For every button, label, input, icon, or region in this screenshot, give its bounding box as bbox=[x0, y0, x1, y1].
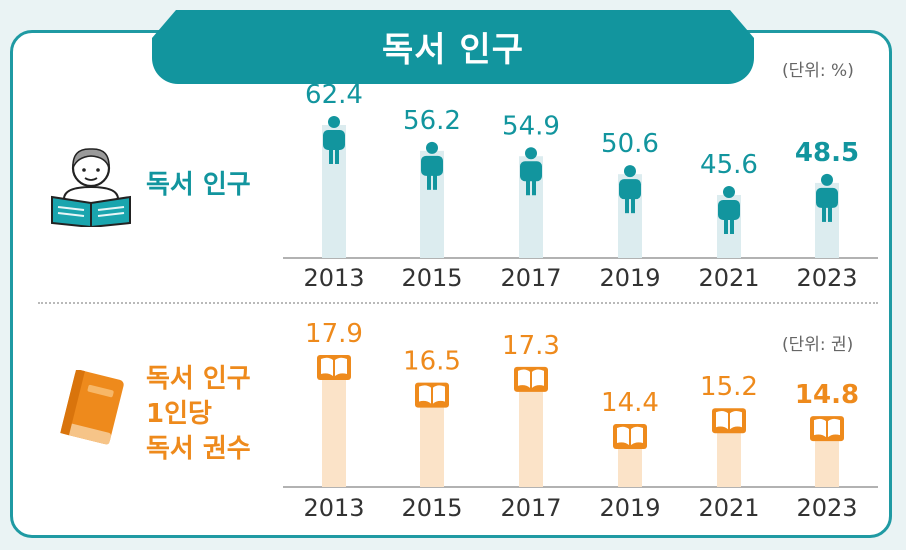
population-year-label: 2015 bbox=[401, 264, 462, 292]
population-value-label: 50.6 bbox=[601, 129, 659, 159]
unit-label-top: (단위: %) bbox=[782, 61, 854, 81]
books-value-label: 14.4 bbox=[601, 388, 659, 418]
person-head bbox=[624, 165, 636, 178]
books-bar bbox=[519, 379, 543, 487]
label-reading-population: 독서 인구 bbox=[146, 170, 251, 200]
open-book-icon bbox=[514, 366, 548, 392]
books-year-label: 2019 bbox=[599, 494, 660, 522]
books-value-label: 15.2 bbox=[700, 372, 758, 402]
label-books-line1: 독서 인구 bbox=[146, 364, 251, 394]
section-divider bbox=[38, 302, 878, 304]
title-banner bbox=[152, 10, 754, 84]
book-page-right bbox=[828, 418, 840, 438]
books-year-label: 2015 bbox=[401, 494, 462, 522]
person-leg bbox=[427, 170, 431, 190]
label-books-line3: 독서 권수 bbox=[146, 434, 251, 464]
person-leg bbox=[329, 145, 333, 164]
person-body bbox=[718, 200, 740, 220]
person-leg bbox=[625, 194, 629, 214]
open-book-icon bbox=[613, 424, 647, 449]
book-page-left bbox=[321, 357, 333, 376]
books-year-label: 2013 bbox=[303, 494, 364, 522]
person-leg bbox=[730, 215, 734, 234]
book-page-right bbox=[631, 426, 643, 445]
person-head bbox=[426, 141, 438, 154]
books-value-label: 17.3 bbox=[502, 331, 560, 361]
books-value-label: 16.5 bbox=[403, 347, 461, 377]
books-year-label: 2021 bbox=[698, 494, 759, 522]
person-icon bbox=[816, 173, 838, 222]
person-leg bbox=[532, 176, 536, 196]
books-bar bbox=[420, 395, 444, 487]
person-leg bbox=[822, 202, 826, 222]
population-value-label: 45.6 bbox=[700, 150, 758, 180]
population-year-label: 2017 bbox=[500, 264, 561, 292]
person-body bbox=[816, 187, 838, 208]
person-icon bbox=[421, 141, 443, 190]
book-page-right bbox=[433, 385, 445, 404]
population-value-label: 62.4 bbox=[305, 80, 363, 110]
person-head bbox=[821, 173, 833, 186]
books-value-label: 14.8 bbox=[795, 380, 859, 410]
books-bar bbox=[322, 368, 346, 487]
open-book-icon bbox=[415, 382, 449, 408]
person-icon bbox=[323, 116, 345, 164]
person-leg bbox=[828, 202, 832, 222]
book-icon bbox=[53, 368, 131, 452]
person-icon bbox=[520, 147, 542, 196]
book-page-right bbox=[532, 369, 544, 388]
book-page-right bbox=[335, 357, 347, 376]
book-page-left bbox=[617, 426, 629, 445]
book-page-left bbox=[814, 418, 826, 438]
person-leg bbox=[724, 215, 728, 234]
open-book-icon bbox=[810, 416, 844, 442]
books-year-label: 2023 bbox=[796, 494, 857, 522]
person-icon bbox=[718, 186, 740, 234]
person-leg bbox=[526, 176, 530, 196]
book-page-right bbox=[730, 410, 742, 430]
book-page-left bbox=[419, 385, 431, 404]
page-title: 독서 인구 bbox=[382, 30, 524, 70]
population-year-label: 2019 bbox=[599, 264, 660, 292]
person-body bbox=[520, 161, 542, 182]
population-value-label: 48.5 bbox=[795, 138, 859, 168]
population-year-label: 2023 bbox=[796, 264, 857, 292]
person-leg bbox=[335, 145, 339, 164]
person-head bbox=[723, 186, 735, 198]
unit-label-bottom: (단위: 권) bbox=[782, 335, 854, 355]
population-year-label: 2021 bbox=[698, 264, 759, 292]
open-book-icon bbox=[317, 355, 351, 380]
books-year-label: 2017 bbox=[500, 494, 561, 522]
person-leg bbox=[433, 170, 437, 190]
open-book-icon bbox=[712, 408, 746, 434]
person-body bbox=[619, 179, 641, 200]
label-books-line2: 1인당 bbox=[146, 399, 212, 429]
population-year-label: 2013 bbox=[303, 264, 364, 292]
book-page-left bbox=[716, 410, 728, 430]
population-value-label: 56.2 bbox=[403, 106, 461, 136]
population-value-label: 54.9 bbox=[502, 111, 560, 141]
person-icon bbox=[619, 165, 641, 214]
person-body bbox=[421, 155, 443, 176]
books-value-label: 17.9 bbox=[305, 319, 363, 349]
person-body bbox=[323, 130, 345, 150]
person-leg bbox=[631, 194, 635, 214]
book-page-left bbox=[518, 369, 530, 388]
reading-person-icon bbox=[50, 143, 132, 231]
infographic-card bbox=[10, 30, 892, 538]
person-head bbox=[328, 116, 340, 128]
person-head bbox=[525, 147, 537, 160]
